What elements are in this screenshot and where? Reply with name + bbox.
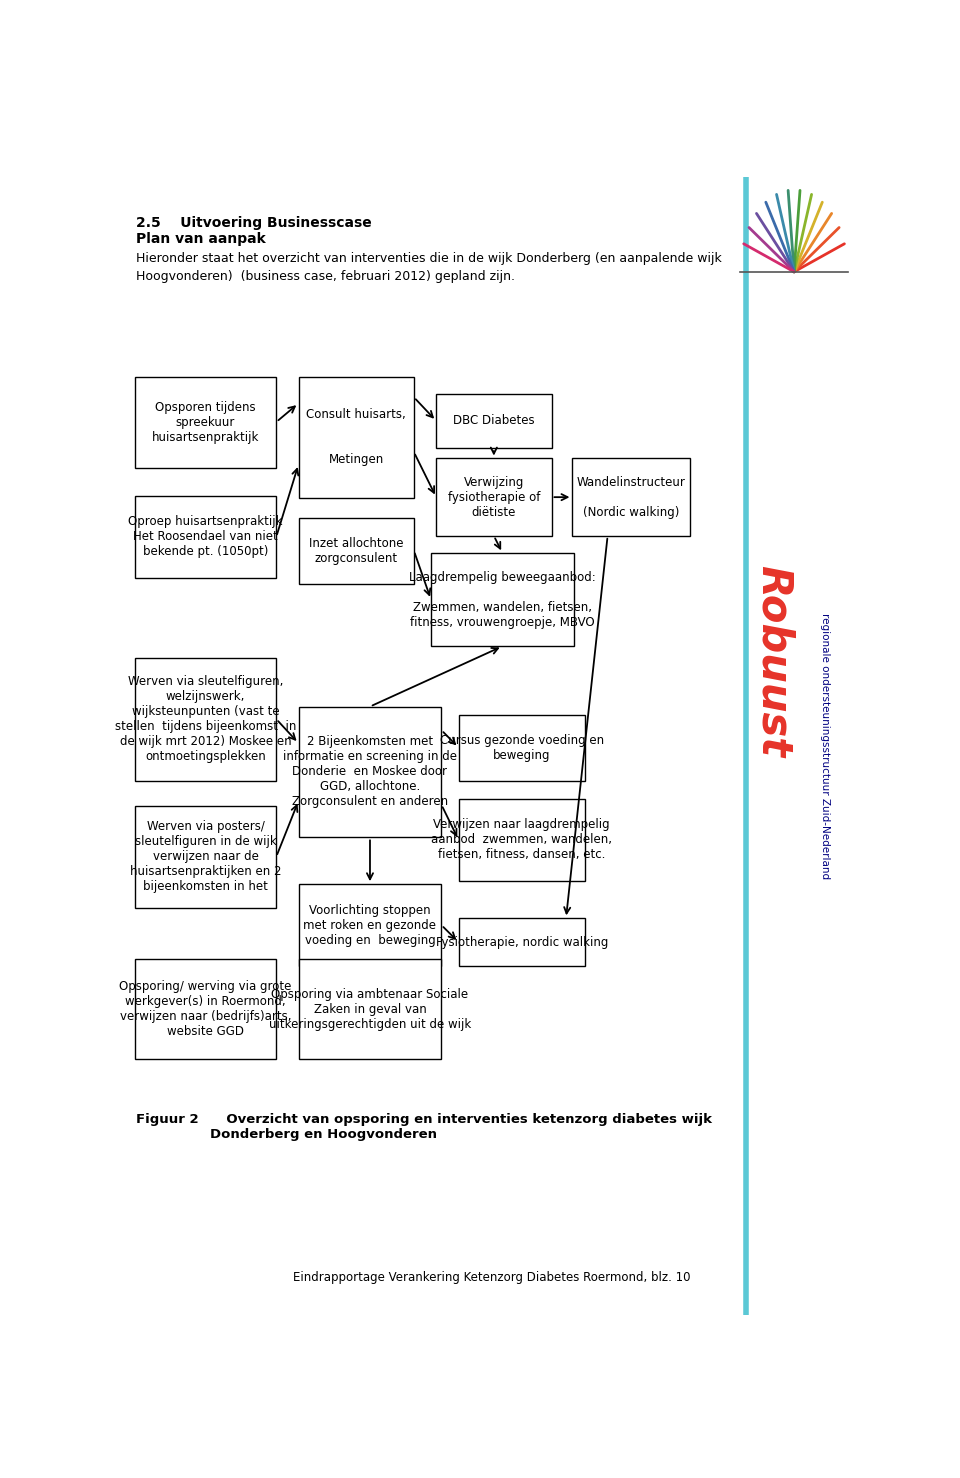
Text: Donderberg en Hoogvonderen: Donderberg en Hoogvonderen <box>136 1128 438 1141</box>
FancyBboxPatch shape <box>431 553 574 646</box>
FancyBboxPatch shape <box>299 959 442 1060</box>
Text: regionale ondersteuningsstructuur Zuid-Nederland: regionale ondersteuningsstructuur Zuid-N… <box>820 613 830 879</box>
Text: Voorlichting stoppen
met roken en gezonde
voeding en  beweging: Voorlichting stoppen met roken en gezond… <box>303 903 437 946</box>
Text: Werven via sleutelfiguren,
welzijnswerk,
wijksteunpunten (vast te
stellen  tijde: Werven via sleutelfiguren, welzijnswerk,… <box>115 675 297 763</box>
FancyBboxPatch shape <box>299 517 414 584</box>
Text: Figuur 2      Overzicht van opsporing en interventies ketenzorg diabetes wijk: Figuur 2 Overzicht van opsporing en inte… <box>136 1113 712 1126</box>
Text: Consult huisarts,


Metingen: Consult huisarts, Metingen <box>306 408 406 467</box>
Text: Opsporen tijdens
spreekuur
huisartsenpraktijk: Opsporen tijdens spreekuur huisartsenpra… <box>152 401 259 443</box>
Text: Inzet allochtone
zorgconsulent: Inzet allochtone zorgconsulent <box>309 537 403 565</box>
Text: 2 Bijeenkomsten met
informatie en screening in de
Donderie  en Moskee door
GGD, : 2 Bijeenkomsten met informatie en screen… <box>283 736 457 808</box>
FancyBboxPatch shape <box>134 658 276 780</box>
FancyBboxPatch shape <box>459 798 585 881</box>
FancyBboxPatch shape <box>299 884 442 967</box>
FancyBboxPatch shape <box>459 918 585 967</box>
Text: Eindrapportage Verankering Ketenzorg Diabetes Roermond, blz. 10: Eindrapportage Verankering Ketenzorg Dia… <box>293 1271 691 1283</box>
Text: DBC Diabetes: DBC Diabetes <box>453 414 535 427</box>
FancyBboxPatch shape <box>299 377 414 498</box>
Text: Oproep huisartsenpraktijk
Het Roosendael van niet
bekende pt. (1050pt): Oproep huisartsenpraktijk Het Roosendael… <box>129 516 283 559</box>
FancyBboxPatch shape <box>134 497 276 578</box>
Text: Verwijzen naar laagdrempelig
aanbod  zwemmen, wandelen,
fietsen, fitness, dansen: Verwijzen naar laagdrempelig aanbod zwem… <box>431 819 612 862</box>
FancyBboxPatch shape <box>459 714 585 780</box>
FancyBboxPatch shape <box>436 458 551 537</box>
FancyBboxPatch shape <box>299 706 442 838</box>
FancyBboxPatch shape <box>134 377 276 467</box>
Text: Plan van aanpak: Plan van aanpak <box>136 232 266 245</box>
Text: Werven via posters/
sleutelfiguren in de wijk
verwijzen naar de
huisartsenprakti: Werven via posters/ sleutelfiguren in de… <box>130 820 281 893</box>
Text: Opsporing via ambtenaar Sociale
Zaken in geval van
uitkeringsgerechtigden uit de: Opsporing via ambtenaar Sociale Zaken in… <box>269 987 471 1030</box>
Text: Laagdrempelig beweegaanbod:

Zwemmen, wandelen, fietsen,
fitness, vrouwengroepje: Laagdrempelig beweegaanbod: Zwemmen, wan… <box>409 571 596 628</box>
Text: Verwijzing
fysiotherapie of
diëtiste: Verwijzing fysiotherapie of diëtiste <box>447 476 540 519</box>
Text: Cursus gezonde voeding en
beweging: Cursus gezonde voeding en beweging <box>440 733 604 761</box>
Text: Robuust: Robuust <box>753 565 794 757</box>
Text: Wandelinstructeur

(Nordic walking): Wandelinstructeur (Nordic walking) <box>577 476 685 519</box>
Text: Fysiotherapie, nordic walking: Fysiotherapie, nordic walking <box>436 936 608 949</box>
FancyBboxPatch shape <box>134 959 276 1060</box>
Text: Opsporing/ werving via grote
werkgever(s) in Roermond,
verwijzen naar (bedrijfs): Opsporing/ werving via grote werkgever(s… <box>119 980 292 1038</box>
FancyBboxPatch shape <box>436 393 551 448</box>
Text: 2.5    Uitvoering Businesscase: 2.5 Uitvoering Businesscase <box>136 216 372 231</box>
FancyBboxPatch shape <box>572 458 690 537</box>
FancyBboxPatch shape <box>134 806 276 907</box>
Text: Hieronder staat het overzicht van interventies die in de wijk Donderberg (en aan: Hieronder staat het overzicht van interv… <box>136 253 722 284</box>
